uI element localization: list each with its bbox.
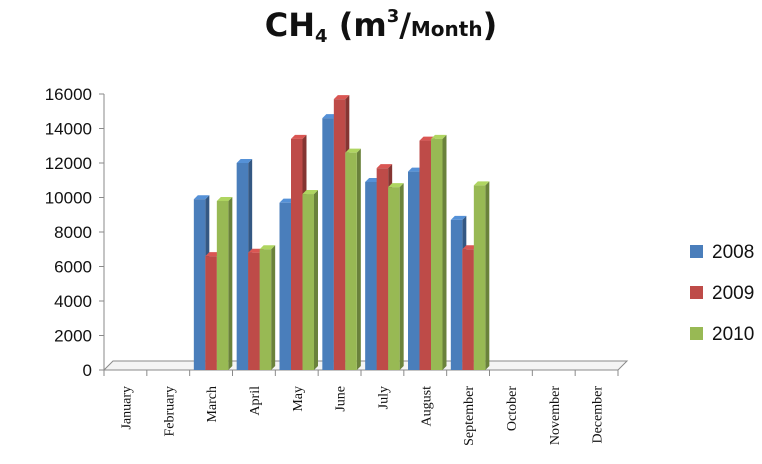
title-slash: / [399, 6, 411, 44]
title-main: CH [264, 6, 316, 44]
x-tick-label: July [376, 386, 391, 409]
x-tick-label: October [505, 386, 520, 431]
bar-side [314, 190, 318, 370]
legend-entry-2009: 2009 [690, 283, 754, 304]
bar-top [302, 190, 318, 195]
y-tick-label: 10000 [45, 189, 92, 208]
legend-label: 2008 [712, 242, 754, 263]
bar-top [193, 195, 210, 200]
x-tick-label: January [119, 386, 134, 430]
title-subscript: 4 [315, 26, 328, 47]
bar-side [228, 196, 233, 370]
x-tick-label: May [291, 386, 306, 412]
legend-entry-2008: 2008 [690, 242, 754, 263]
legend-label: 2010 [712, 324, 754, 345]
bar-front [431, 138, 443, 370]
bar-front [248, 252, 260, 370]
x-tick-label: November [548, 386, 563, 445]
bar-top [333, 95, 350, 100]
bar-top [345, 148, 361, 153]
bar-front [376, 168, 389, 370]
bar-front [462, 249, 474, 370]
legend-swatch [690, 245, 703, 258]
bar-top [291, 134, 307, 139]
bar-front [365, 181, 377, 370]
bar-front [388, 187, 400, 370]
bar-front [333, 99, 346, 371]
y-tick-label: 14000 [45, 120, 92, 139]
x-tick-label: February [162, 386, 177, 437]
x-tick-label: April [248, 386, 263, 416]
x-tick-label: March [205, 386, 220, 423]
bar-top [376, 164, 393, 169]
bar-2010-april [259, 245, 276, 370]
bar-front [279, 202, 291, 370]
bar-side [271, 245, 276, 370]
legend-label: 2009 [712, 283, 754, 304]
x-tick-label: June [334, 386, 349, 412]
y-tick-labels: 0 2000 4000 6000 8000 10000 12000 14000 16000 [45, 85, 92, 380]
bar-top [236, 159, 253, 163]
bar-2010-march [216, 196, 233, 370]
chart-title: CH4 (m3/Month) [0, 6, 762, 47]
y-tick-label: 6000 [54, 258, 92, 277]
bar-front [193, 199, 206, 370]
y-tick-label: 8000 [54, 223, 92, 242]
bar-front [450, 219, 463, 370]
bar-front [322, 118, 334, 371]
title-unit: Month [410, 17, 483, 41]
legend-swatch [690, 286, 703, 299]
bar-front [302, 194, 314, 370]
x-tick-label: September [462, 386, 477, 446]
bar-side [399, 183, 404, 370]
bar-top [216, 196, 233, 201]
bar-2010-may [302, 190, 318, 370]
title-close: ) [482, 6, 498, 44]
bar-front [216, 200, 229, 370]
bar-front [259, 249, 272, 370]
x-tick-labels: January February March April May June July Augu… [119, 386, 605, 446]
bar-front [291, 138, 303, 370]
bar-top [431, 134, 447, 139]
y-tick-label: 2000 [54, 327, 92, 346]
title-superscript: 3 [386, 6, 400, 27]
y-tick-label: 0 [83, 361, 92, 380]
bar-front [236, 163, 249, 370]
bar-2010-july [388, 183, 404, 370]
y-tick-label: 4000 [54, 292, 92, 311]
bar-2010-august [431, 134, 447, 370]
bar-top [473, 181, 490, 186]
bar-side [485, 181, 490, 370]
y-tick-label: 12000 [45, 154, 92, 173]
x-tick-label: August [419, 386, 434, 427]
legend-swatch [690, 327, 703, 340]
bar-side [442, 134, 447, 370]
title-open: (m [338, 6, 387, 44]
bar-front [473, 185, 486, 370]
y-tick-label: 16000 [45, 85, 92, 104]
axes [99, 93, 629, 376]
bar-front [408, 171, 420, 370]
bar-side [356, 148, 361, 370]
bar-2010-september [473, 181, 490, 370]
bar-front [419, 140, 431, 370]
bar-front [205, 256, 217, 370]
bar-front [345, 152, 357, 370]
bar-top [450, 215, 467, 220]
bar-top [388, 183, 404, 188]
x-tick-label: December [591, 386, 606, 444]
bars [193, 95, 490, 371]
bar-top [259, 245, 276, 250]
bar-2010-june [345, 148, 361, 370]
legend: 2008 2009 2010 [690, 242, 754, 345]
legend-entry-2010: 2010 [690, 324, 754, 345]
